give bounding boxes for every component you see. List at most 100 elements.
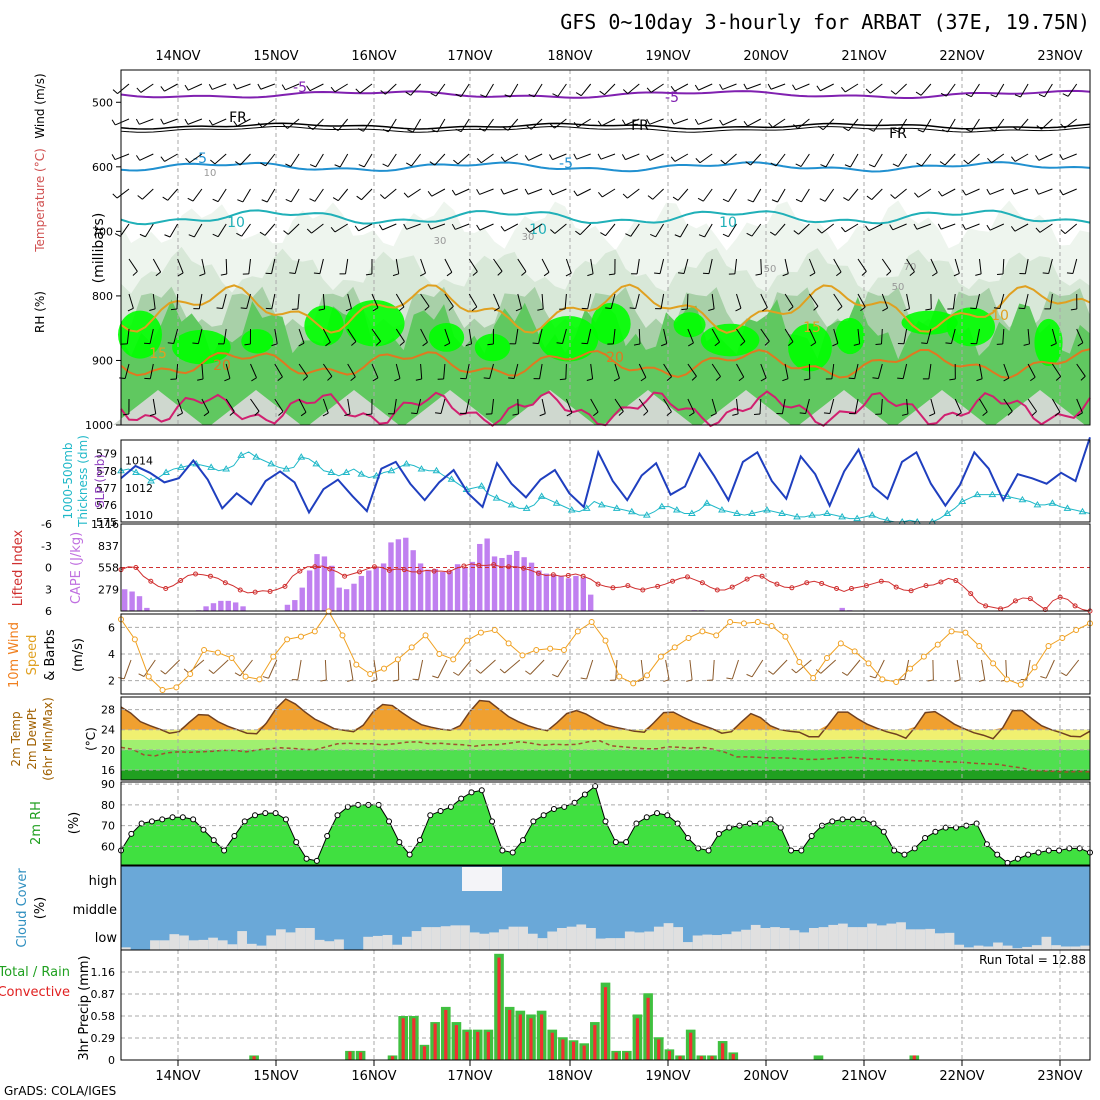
wind-barb xyxy=(607,328,616,345)
wind-barb xyxy=(965,83,980,98)
rh-marker xyxy=(190,816,197,823)
wind-speed-marker xyxy=(339,632,346,639)
wind-speed-marker xyxy=(367,671,374,677)
thickness-marker xyxy=(522,504,531,511)
thickness-marker xyxy=(763,506,771,513)
wind-barb xyxy=(476,223,494,231)
wind-barb xyxy=(380,83,397,95)
wind-barb xyxy=(760,328,770,346)
date-label-top: 23NOV xyxy=(1037,49,1082,64)
wind-barb xyxy=(646,118,664,125)
cloud-low-bar xyxy=(586,928,596,950)
wind-barb xyxy=(832,328,839,347)
thickness-marker xyxy=(793,512,801,520)
date-label-top: 22NOV xyxy=(939,49,984,64)
rh-marker xyxy=(221,847,228,854)
li-marker xyxy=(1027,596,1033,602)
wind-barb xyxy=(922,363,932,380)
wind-barb xyxy=(455,83,470,98)
li-marker xyxy=(938,579,944,585)
wind-barb xyxy=(525,659,545,675)
rh-marker xyxy=(540,812,547,819)
temp-label-1: 2m Temp xyxy=(9,711,23,766)
wind-barb xyxy=(921,328,932,345)
contour-label: -5 xyxy=(559,156,573,172)
date-label-bottom: 20NOV xyxy=(743,1069,788,1084)
wind-barb xyxy=(875,398,883,415)
wind-barb xyxy=(769,223,786,236)
thickness-marker xyxy=(237,451,246,458)
temperature-label: Temperature (°C) xyxy=(33,148,47,253)
rh-marker xyxy=(860,816,867,823)
wind-barb xyxy=(485,398,494,415)
wind-barb xyxy=(868,118,883,132)
wind-barb xyxy=(1003,398,1013,416)
cape-bar xyxy=(292,600,298,611)
cape-tick-label: 1116 xyxy=(91,518,119,531)
wind-barb xyxy=(371,293,379,312)
cloud-low-bar xyxy=(712,935,722,950)
wind-barb xyxy=(1010,153,1029,162)
wind-barb xyxy=(622,83,640,94)
contour-label: 20 xyxy=(213,358,231,374)
cape-bar xyxy=(506,554,513,611)
wind-barb xyxy=(1076,328,1084,347)
precip-tick-label: 0.58 xyxy=(91,1010,116,1023)
wind-barb xyxy=(694,118,713,125)
rh-marker xyxy=(767,816,774,823)
thickness-marker xyxy=(718,506,726,513)
cape-bar xyxy=(144,607,150,611)
wind-barb xyxy=(816,83,834,92)
wind-speed-marker xyxy=(450,656,457,663)
thickness-marker xyxy=(567,506,576,513)
wind-barb xyxy=(581,293,592,310)
wind-barb xyxy=(706,659,715,681)
cape-bar xyxy=(454,564,461,611)
cloud-low-bar xyxy=(838,923,848,950)
date-label-top: 21NOV xyxy=(841,49,886,64)
wind-barb xyxy=(893,118,908,133)
cape-bar xyxy=(210,603,217,611)
cloud-low-bar xyxy=(741,929,751,950)
thickness-marker xyxy=(597,500,606,508)
li-marker xyxy=(491,562,497,568)
y-tick-label: 500 xyxy=(92,96,113,109)
li-marker xyxy=(774,581,780,587)
wind-barb xyxy=(1019,258,1029,275)
wind-barb xyxy=(160,118,178,125)
date-label-top: 14NOV xyxy=(155,49,200,64)
precip-tick-label: 1.16 xyxy=(91,966,116,979)
contour-label: 30 xyxy=(434,236,447,247)
rh-marker xyxy=(509,849,516,856)
cloud-low-bar xyxy=(934,933,945,950)
wind-barb xyxy=(598,188,616,198)
wind-barb xyxy=(122,398,130,416)
thickness-marker xyxy=(868,511,877,518)
cape-bar xyxy=(839,607,845,611)
rh-surface-dry xyxy=(603,390,693,425)
wind-speed-marker xyxy=(422,632,429,639)
cape-bar xyxy=(373,567,379,611)
wind-speed-marker xyxy=(131,636,138,643)
wind-barb xyxy=(1059,188,1077,196)
wind-barb xyxy=(1060,118,1078,129)
wind-barb xyxy=(432,659,448,679)
rh-marker xyxy=(623,839,630,846)
slp-tick-label: 1010 xyxy=(125,509,153,522)
wind-barb xyxy=(500,153,519,162)
contour-temp-10 xyxy=(120,209,1091,226)
cloud-tick-label: high xyxy=(89,874,117,889)
rh-panel-frame xyxy=(120,781,1091,866)
rh-surface-dry xyxy=(897,390,987,425)
li-marker xyxy=(163,586,169,592)
wind-barb xyxy=(429,153,446,166)
contour-label: 10 xyxy=(227,215,245,231)
precip-convective-bar xyxy=(476,1031,480,1060)
rh-band-90 xyxy=(172,329,231,365)
cloud-low-bar xyxy=(440,926,451,950)
wind-speed-marker xyxy=(159,687,166,693)
thickness-marker xyxy=(447,475,456,482)
rh-marker xyxy=(746,820,753,827)
rh-band-90 xyxy=(788,323,832,372)
wind-barb xyxy=(898,659,910,681)
